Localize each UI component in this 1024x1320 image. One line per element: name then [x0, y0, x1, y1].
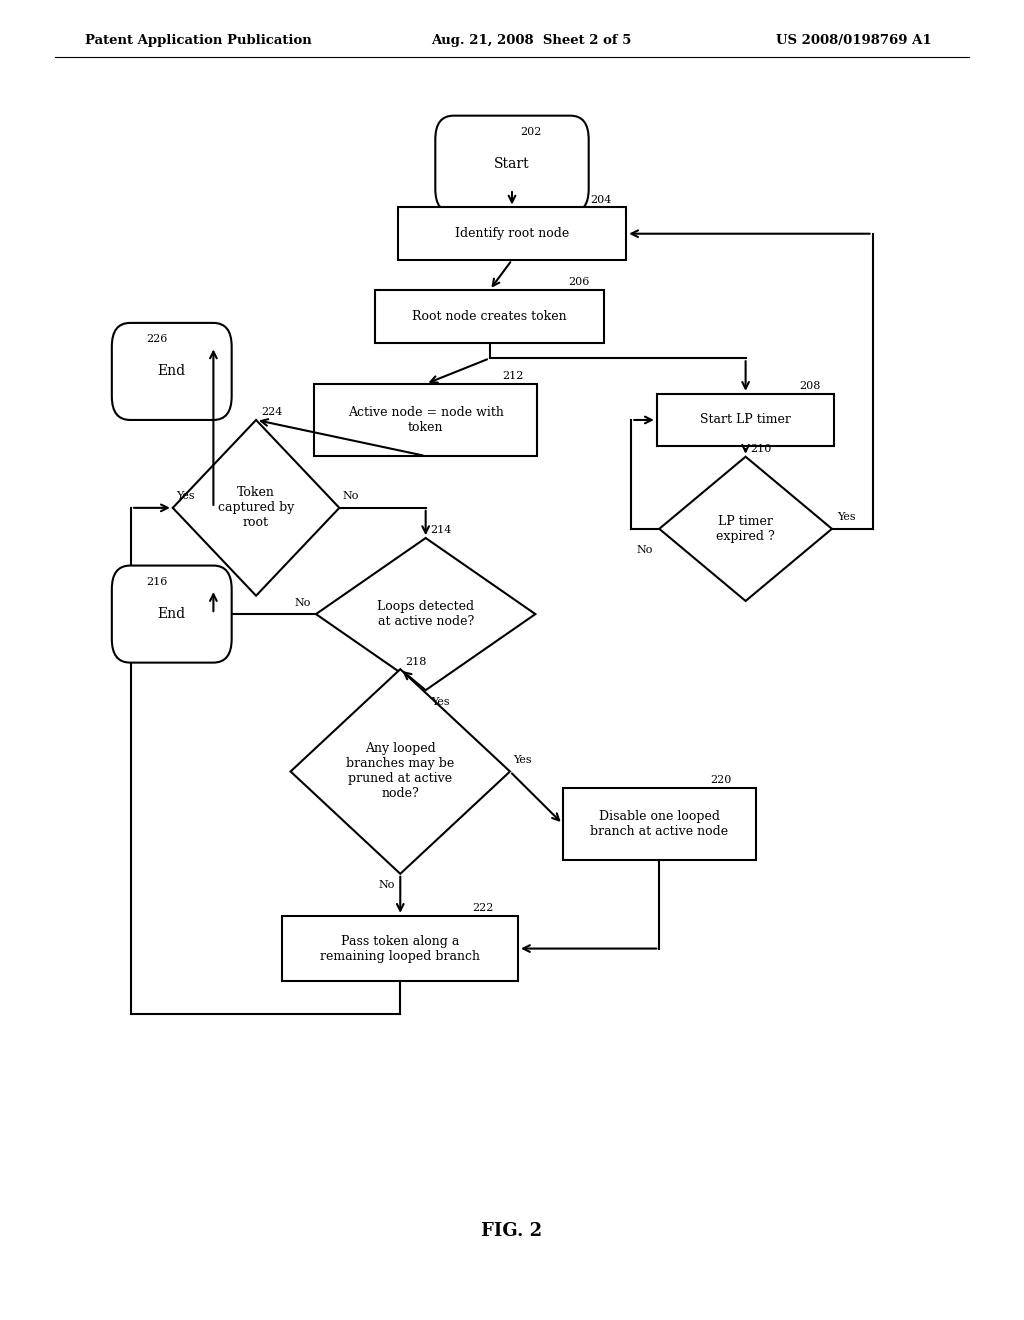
- Text: Yes: Yes: [176, 491, 195, 502]
- FancyBboxPatch shape: [112, 565, 231, 663]
- Text: 222: 222: [472, 903, 494, 913]
- Text: Start: Start: [495, 157, 529, 172]
- Text: 206: 206: [568, 277, 590, 288]
- Text: Loops detected
at active node?: Loops detected at active node?: [377, 601, 474, 628]
- Bar: [376, 290, 604, 343]
- Bar: [656, 393, 835, 446]
- Text: 210: 210: [751, 444, 772, 454]
- Text: Any looped
branches may be
pruned at active
node?: Any looped branches may be pruned at act…: [346, 742, 455, 800]
- Text: 208: 208: [799, 381, 820, 391]
- Text: Start LP timer: Start LP timer: [700, 413, 792, 426]
- Polygon shape: [291, 669, 510, 874]
- Text: 226: 226: [146, 334, 168, 345]
- Text: Active node = node with
token: Active node = node with token: [348, 407, 504, 434]
- Text: No: No: [379, 880, 395, 891]
- Text: Yes: Yes: [431, 697, 450, 706]
- Text: End: End: [158, 607, 185, 622]
- Text: Yes: Yes: [837, 512, 856, 523]
- Text: 216: 216: [146, 577, 168, 586]
- Text: 224: 224: [261, 408, 283, 417]
- Text: 218: 218: [406, 656, 427, 667]
- Text: LP timer
expired ?: LP timer expired ?: [716, 515, 775, 543]
- Text: 214: 214: [431, 525, 453, 536]
- Text: Patent Application Publication: Patent Application Publication: [85, 34, 312, 48]
- Bar: [397, 207, 627, 260]
- Text: Identify root node: Identify root node: [455, 227, 569, 240]
- Text: No: No: [295, 598, 311, 607]
- Text: No: No: [342, 491, 358, 502]
- Polygon shape: [316, 539, 536, 690]
- Bar: [314, 384, 538, 455]
- Text: 202: 202: [520, 127, 542, 137]
- Text: FIG. 2: FIG. 2: [481, 1221, 543, 1239]
- Text: Pass token along a
remaining looped branch: Pass token along a remaining looped bran…: [321, 935, 480, 962]
- Text: Disable one looped
branch at active node: Disable one looped branch at active node: [590, 810, 728, 838]
- Text: 204: 204: [591, 195, 612, 205]
- Polygon shape: [173, 420, 339, 595]
- Text: US 2008/0198769 A1: US 2008/0198769 A1: [776, 34, 932, 48]
- Text: 212: 212: [502, 371, 523, 381]
- Bar: [563, 788, 756, 861]
- Text: Aug. 21, 2008  Sheet 2 of 5: Aug. 21, 2008 Sheet 2 of 5: [431, 34, 631, 48]
- FancyBboxPatch shape: [435, 116, 589, 213]
- Text: End: End: [158, 364, 185, 379]
- Text: No: No: [637, 545, 652, 554]
- Text: Root node creates token: Root node creates token: [413, 310, 567, 323]
- Text: Token
captured by
root: Token captured by root: [218, 486, 294, 529]
- Bar: [283, 916, 518, 981]
- Text: Yes: Yes: [513, 755, 531, 764]
- Polygon shape: [659, 457, 831, 601]
- Text: 220: 220: [710, 775, 731, 785]
- FancyBboxPatch shape: [112, 323, 231, 420]
